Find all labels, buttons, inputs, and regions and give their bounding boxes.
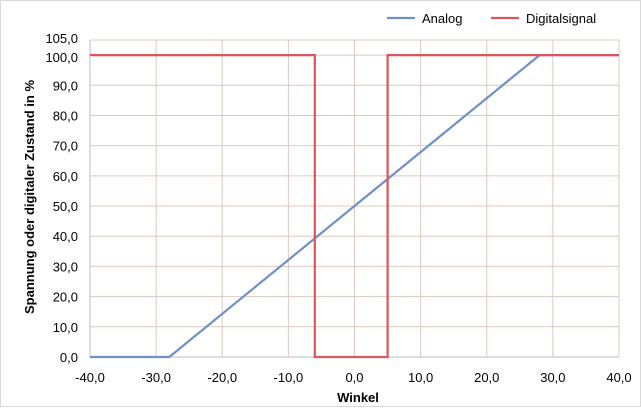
y-tick-label: 40,0: [53, 229, 78, 244]
y-tick-label: 60,0: [53, 169, 78, 184]
x-tick-label: -40,0: [75, 370, 105, 385]
x-tick-labels: -40,0 -30,0 -20,0 -10,0 0,0 10,0 20,0 30,0 40,0: [75, 370, 631, 385]
x-tick-label: -10,0: [274, 370, 304, 385]
x-axis-label: Winkel: [337, 390, 379, 405]
x-tick-label: -20,0: [207, 370, 237, 385]
legend: Analog Digitalsignal: [387, 11, 596, 26]
y-tick-label: 90,0: [53, 78, 78, 93]
x-tick-label: 30,0: [540, 370, 565, 385]
legend-label-digitalsignal: Digitalsignal: [526, 11, 596, 26]
y-tick-label: 70,0: [53, 139, 78, 154]
y-tick-label: 10,0: [53, 320, 78, 335]
y-tick-labels: 0,0 10,0 20,0 30,0 40,0 50,0 60,0 70,0 80,0 90,0 1…: [45, 31, 78, 365]
y-tick-label: 100,0: [45, 50, 78, 65]
y-axis-label: Spannung oder digitaler Zustand in %: [22, 80, 37, 314]
y-tick-label: 20,0: [53, 290, 78, 305]
y-tick-label: 50,0: [53, 199, 78, 214]
y-tick-label: 105,0: [45, 31, 78, 46]
grid-lines: [90, 39, 620, 357]
x-tick-label: 0,0: [345, 370, 363, 385]
x-tick-label: 40,0: [606, 370, 631, 385]
series-line-digitalsignal: [90, 53, 619, 359]
x-tick-label: 10,0: [408, 370, 433, 385]
x-tick-label: 20,0: [474, 370, 499, 385]
series-lines: [90, 53, 619, 359]
x-tick-label: -30,0: [141, 370, 171, 385]
y-tick-label: 0,0: [60, 350, 78, 365]
legend-label-analog: Analog: [422, 11, 462, 26]
y-tick-label: 80,0: [53, 108, 78, 123]
y-tick-label: 30,0: [53, 259, 78, 274]
